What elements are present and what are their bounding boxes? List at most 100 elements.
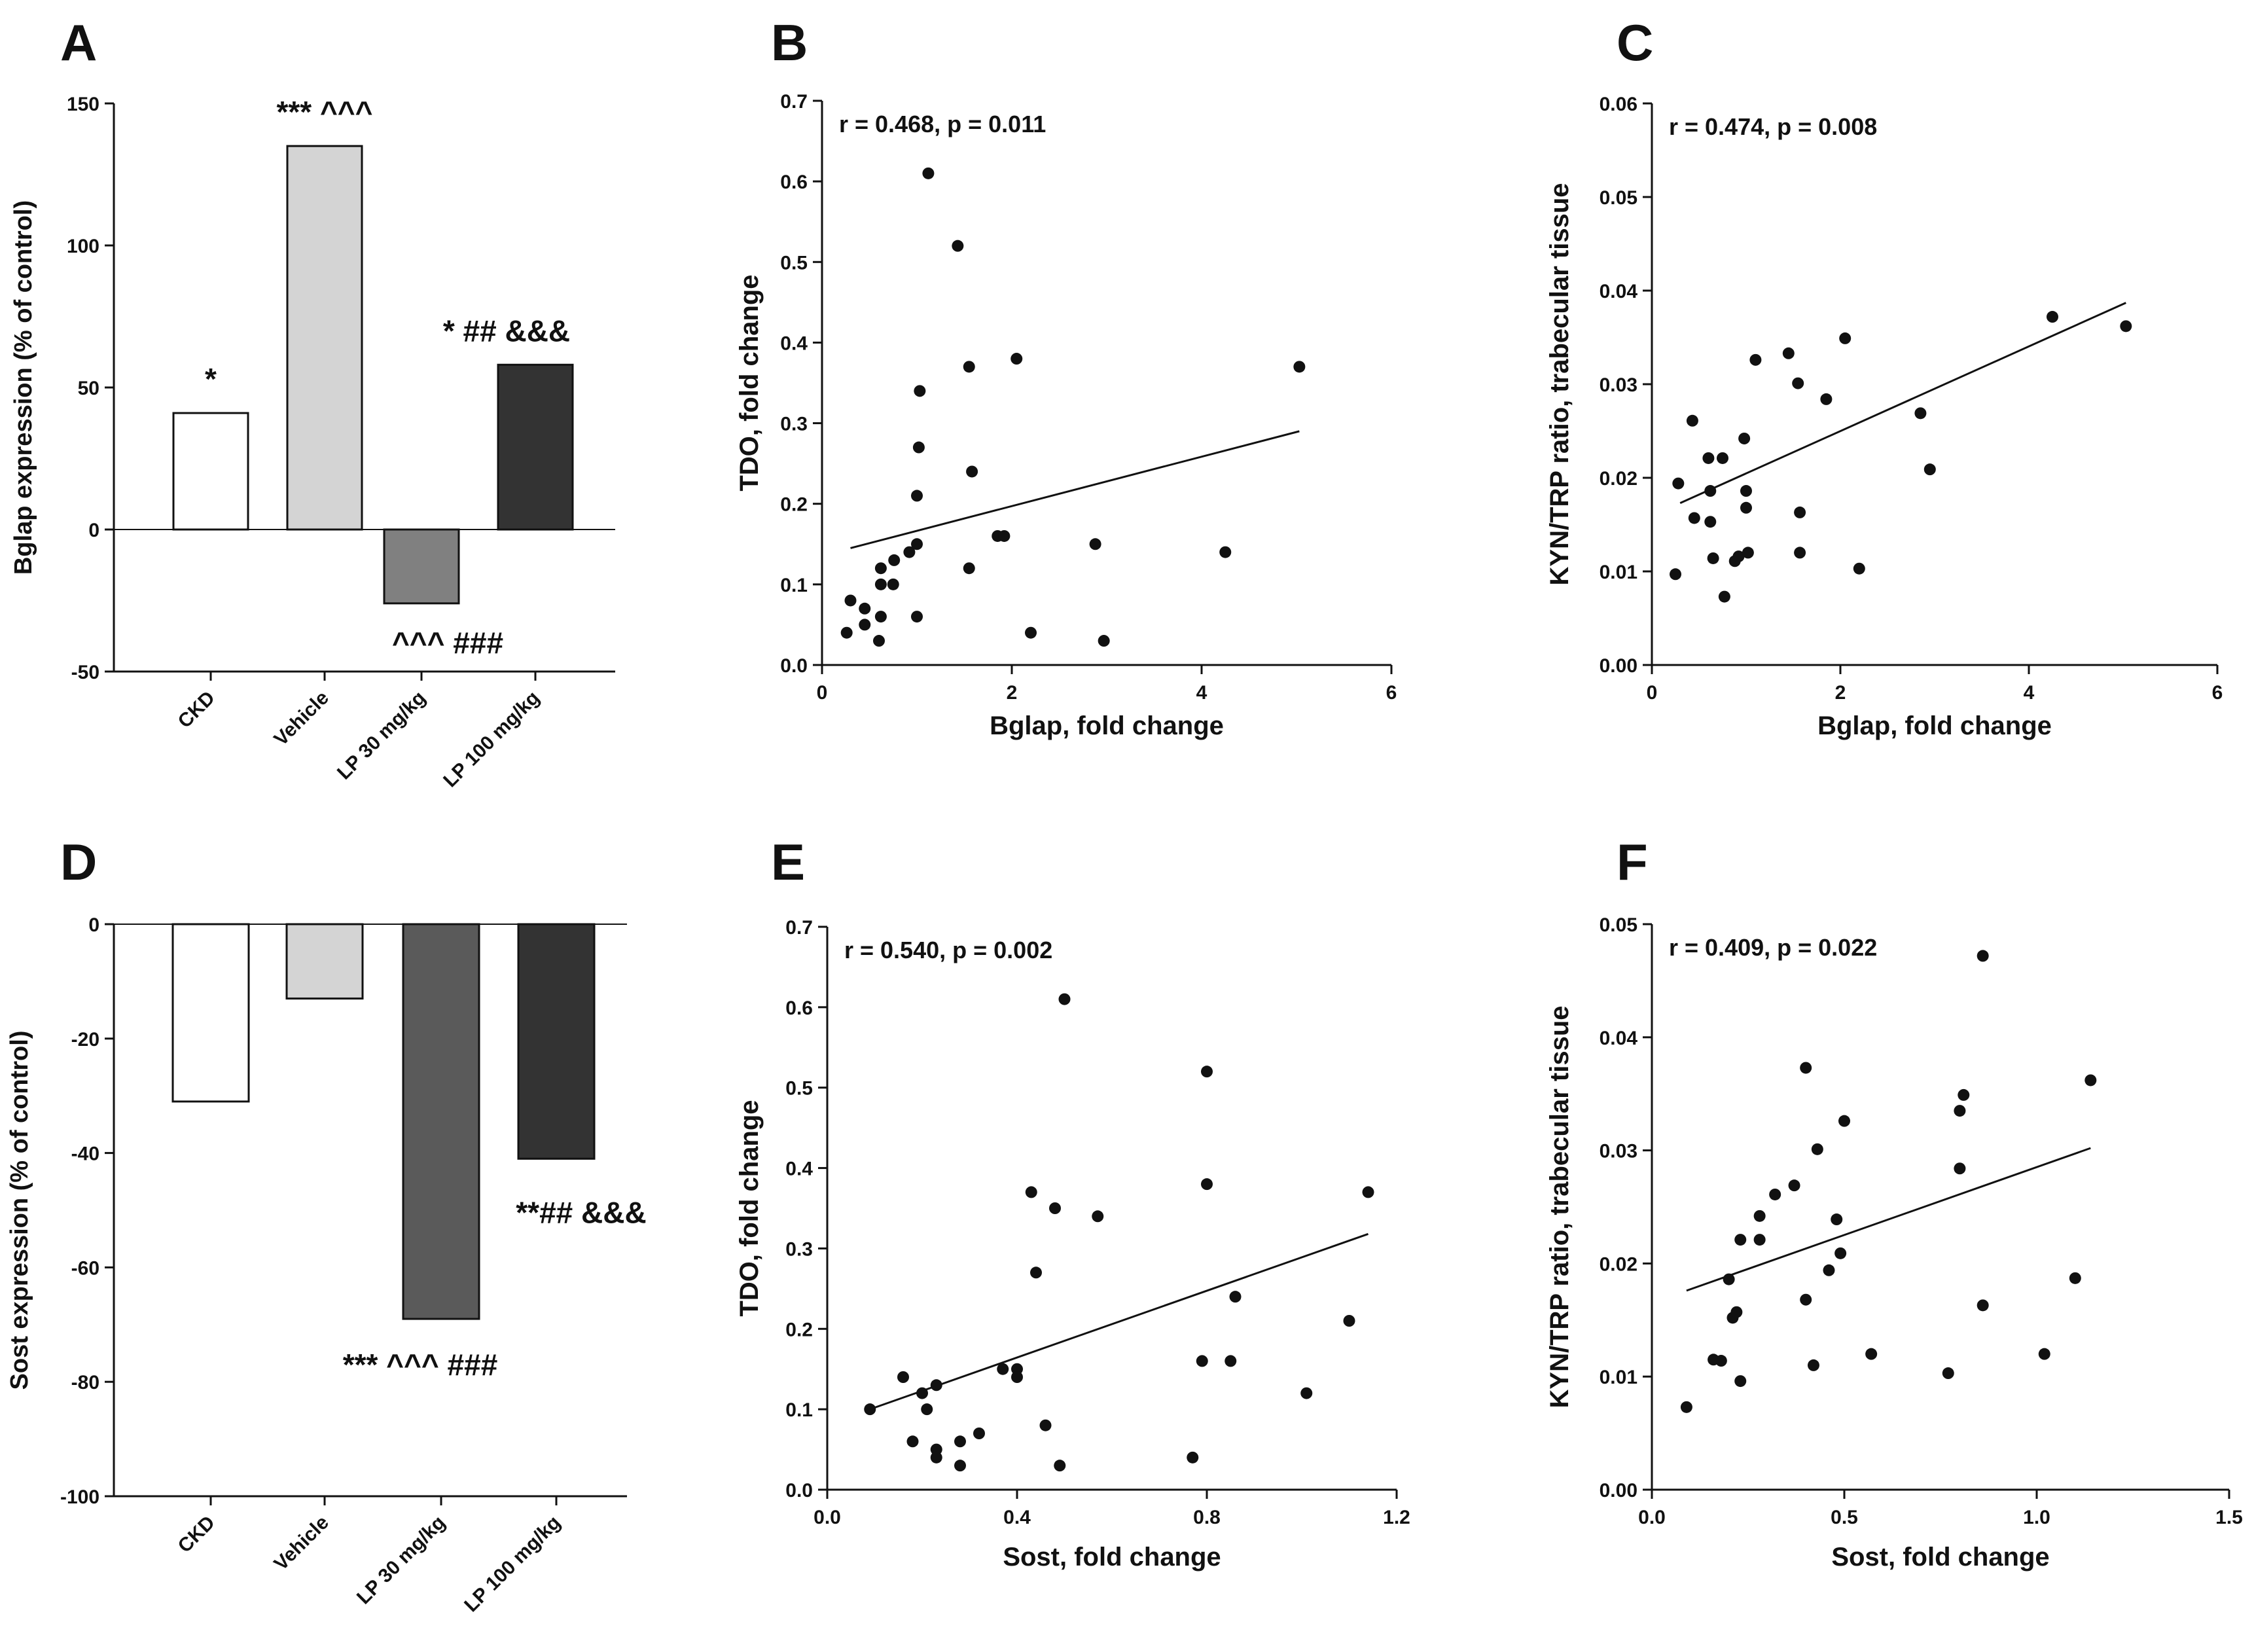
data-point <box>1011 353 1023 365</box>
regression-line <box>869 1232 1368 1410</box>
y-tick-label: 0.0 <box>785 1480 813 1501</box>
data-point <box>911 538 923 550</box>
data-point <box>1954 1162 1966 1175</box>
y-tick-label: 0.03 <box>1600 1141 1637 1162</box>
correlation-stat: r = 0.474, p = 0.008 <box>1669 113 1877 140</box>
category-label: LP 30 mg/kg <box>333 687 430 784</box>
x-axis-title: Sost, fold change <box>1003 1543 1221 1571</box>
data-point <box>1704 485 1717 497</box>
y-axis-title: Sost expression (% of control) <box>6 1031 33 1390</box>
category-label: Vehicle <box>270 1512 332 1575</box>
data-point <box>1740 501 1752 514</box>
y-tick-label: 0 <box>88 914 99 936</box>
data-point <box>1838 1115 1850 1127</box>
y-tick-label: 0.04 <box>1600 281 1638 302</box>
y-axis-title: KYN/TRP ratio, trabecular tissue <box>1545 183 1574 586</box>
bar-1 <box>172 412 249 531</box>
category-label: LP 100 mg/kg <box>439 687 544 792</box>
panel-letter: C <box>1617 14 1653 71</box>
data-point <box>1853 562 1865 575</box>
data-point <box>1058 993 1071 1005</box>
significance-annotation: *** ^^^ <box>276 95 372 129</box>
data-point <box>1839 332 1851 344</box>
panel-c: C 0.00 0.01 0.02 0.03 0.04 0.05 0.06 0 2 4 6 Bglap, … <box>1545 14 2223 740</box>
x-tick-label: 1.2 <box>1383 1507 1410 1528</box>
x-axis-title: Sost, fold change <box>1831 1543 2049 1571</box>
x-tick-label: 6 <box>2212 682 2223 704</box>
data-point <box>859 602 871 615</box>
data-point <box>1293 361 1306 373</box>
data-point <box>1686 414 1698 427</box>
data-point <box>922 167 935 179</box>
data-point <box>973 1428 985 1439</box>
y-axis-title: KYN/TRP ratio, trabecular tissue <box>1545 1006 1574 1409</box>
y-tick-label: -50 <box>71 662 99 683</box>
data-point <box>1098 635 1110 647</box>
panel-a: A -50 0 50 100 150 Bglap expression (% of cont… <box>10 14 615 791</box>
data-point <box>903 546 916 558</box>
data-point <box>1742 547 1754 559</box>
x-tick-label: 4 <box>2024 682 2035 704</box>
y-tick-label: 0.5 <box>785 1078 813 1100</box>
y-tick-label: 0.0 <box>780 655 808 677</box>
data-point <box>963 562 975 575</box>
data-point <box>1794 506 1806 518</box>
y-tick-label: 0.04 <box>1600 1028 1638 1049</box>
data-point <box>864 1403 876 1416</box>
panel-letter: E <box>771 833 805 891</box>
y-tick-label: -60 <box>71 1257 99 1279</box>
bar-2 <box>286 145 363 531</box>
data-point <box>921 1403 933 1416</box>
x-tick-label: 0.4 <box>1003 1507 1031 1528</box>
data-point <box>1831 1213 1843 1226</box>
data-point <box>874 611 887 623</box>
y-tick-label: 50 <box>78 378 99 399</box>
data-point <box>1865 1348 1878 1360</box>
data-point <box>1753 1210 1766 1222</box>
data-point <box>1670 568 1681 581</box>
y-tick-label: 0.6 <box>780 171 808 193</box>
y-tick-label: 0.3 <box>785 1238 813 1260</box>
category-label: CKD <box>174 687 219 732</box>
y-tick-label: 150 <box>67 94 99 115</box>
data-point <box>1740 485 1752 497</box>
y-tick-label: 0.4 <box>785 1158 813 1180</box>
data-point <box>1187 1451 1199 1463</box>
data-point <box>1732 550 1745 563</box>
data-point <box>2120 320 2132 332</box>
significance-annotation: * ## &&& <box>443 314 570 348</box>
data-point <box>1811 1143 1823 1155</box>
data-point <box>1089 538 1101 550</box>
data-point <box>1229 1291 1242 1303</box>
y-tick-label: 0.05 <box>1600 914 1637 936</box>
y-tick-label: 0.02 <box>1600 1253 1637 1275</box>
data-point <box>1820 393 1833 405</box>
data-point <box>1794 547 1806 559</box>
x-tick-label: 0.0 <box>814 1507 841 1528</box>
y-tick-label: 0.6 <box>785 997 813 1019</box>
y-tick-label: -40 <box>71 1143 99 1165</box>
data-point <box>1011 1371 1023 1383</box>
y-tick-label: 0.7 <box>785 917 813 939</box>
y-axis-title: Bglap expression (% of control) <box>10 200 37 575</box>
data-point <box>906 1435 919 1448</box>
data-point <box>887 578 899 590</box>
bar-2 <box>285 923 364 1000</box>
data-point <box>1054 1460 1066 1472</box>
panel-b: B 0.0 0.1 0.2 0.3 0.4 0.5 0.6 0.7 0 2 4 6 Bglap, fold… <box>735 14 1397 740</box>
data-point <box>1025 1186 1037 1198</box>
data-point <box>963 361 975 373</box>
y-tick-label: -100 <box>60 1486 99 1508</box>
data-point <box>1782 347 1795 359</box>
data-point <box>2047 311 2058 323</box>
data-point <box>930 1451 942 1463</box>
y-tick-label: 0.7 <box>780 91 808 113</box>
y-tick-label: 0 <box>88 520 99 541</box>
data-point <box>1954 1105 1966 1117</box>
regression-line <box>1686 1147 2091 1292</box>
data-point <box>1702 452 1715 464</box>
data-point <box>1923 463 1936 476</box>
data-point <box>911 611 923 623</box>
data-point <box>1300 1387 1313 1399</box>
data-point <box>1717 452 1728 464</box>
